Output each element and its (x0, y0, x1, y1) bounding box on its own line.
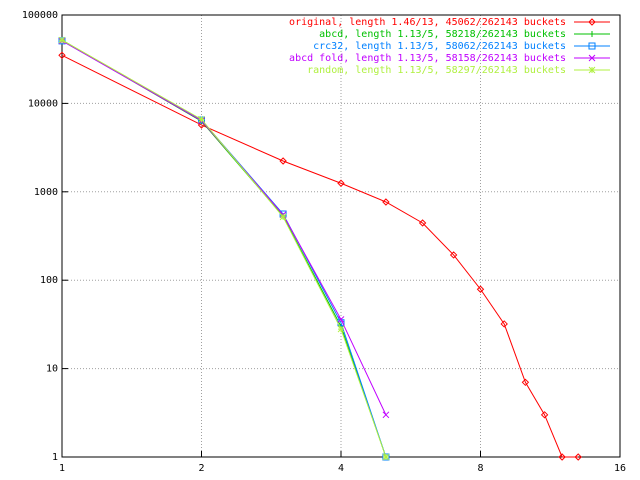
legend-label: crc32, length 1.13/5, 58062/262143 bucke… (313, 41, 566, 52)
point-marker (476, 285, 485, 293)
legend-marker (589, 31, 595, 37)
y-tick-label: 100000 (22, 10, 58, 21)
point-marker (558, 453, 566, 461)
point-marker (382, 453, 390, 461)
y-tick-label: 10000 (28, 98, 58, 109)
point-marker (500, 320, 508, 328)
point-marker (418, 219, 427, 227)
series-line (61, 54, 579, 458)
y-tick-label: 1 (52, 452, 58, 463)
y-tick-label: 1000 (34, 187, 58, 198)
y-tick-label: 100 (40, 275, 58, 286)
legend-label: abcd fold, length 1.13/5, 58158/262143 b… (289, 53, 566, 64)
point-marker (337, 316, 345, 323)
series-line (61, 39, 387, 458)
point-marker (58, 37, 66, 45)
x-tick-label: 2 (198, 463, 204, 474)
legend-marker (588, 42, 596, 50)
legend-label: abcd, length 1.13/5, 58218/262143 bucket… (319, 29, 566, 40)
x-tick-label: 8 (477, 463, 483, 474)
point-marker (337, 325, 345, 333)
legend-marker (588, 18, 596, 26)
point-marker (521, 378, 530, 387)
legend-label: random, length 1.13/5, 58297/262143 buck… (307, 65, 566, 76)
x-tick-label: 4 (338, 463, 344, 474)
point-marker (574, 453, 582, 461)
legend-marker (588, 66, 596, 74)
point-marker (58, 51, 66, 60)
point-marker (279, 157, 287, 165)
point-marker (382, 453, 390, 461)
point-marker (58, 36, 66, 44)
point-marker (337, 179, 345, 187)
point-marker (449, 251, 458, 259)
series-line (61, 39, 387, 458)
series-line (61, 40, 387, 416)
point-marker (382, 411, 390, 419)
y-tick-label: 10 (46, 364, 58, 375)
point-marker (540, 411, 549, 419)
point-marker (382, 198, 390, 206)
x-tick-label: 1 (59, 463, 65, 474)
point-marker (198, 115, 205, 123)
legend-marker (588, 54, 596, 62)
x-tick-label: 16 (614, 463, 626, 474)
legend-label: original, length 1.46/13, 45062/262143 b… (289, 17, 566, 28)
point-marker (279, 213, 287, 221)
plot-border (61, 14, 621, 458)
